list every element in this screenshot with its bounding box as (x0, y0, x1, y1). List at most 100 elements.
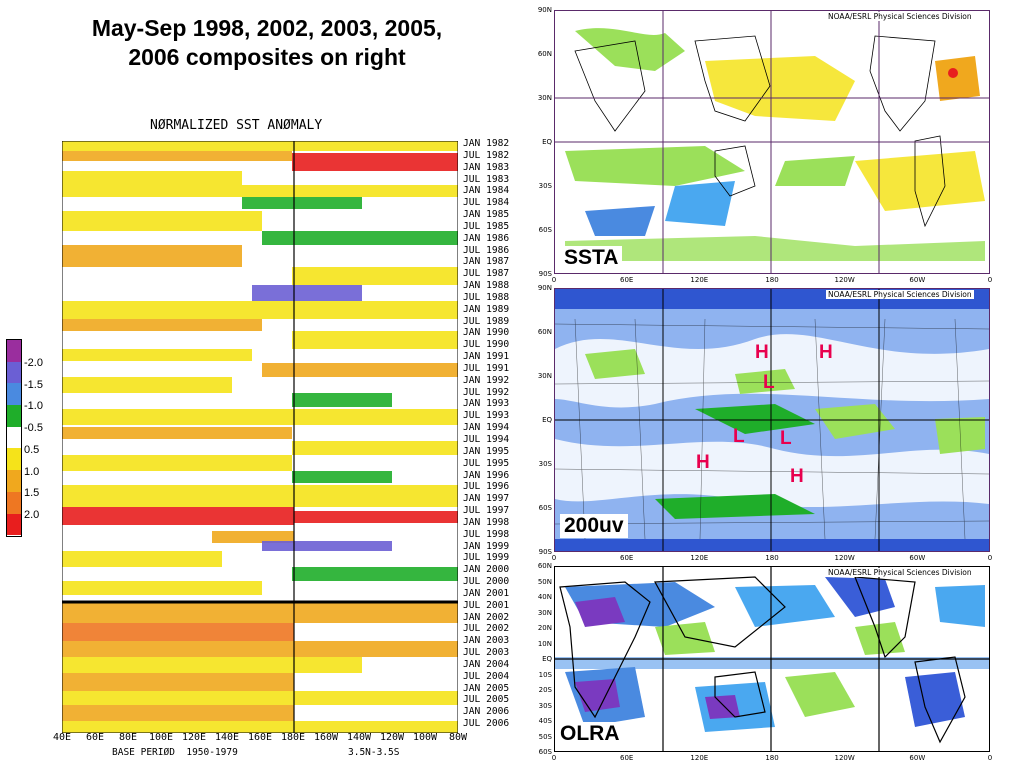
anomaly-band (62, 377, 232, 393)
colorbar-label: -1.0 (24, 400, 43, 413)
ssta-map (554, 10, 990, 274)
uv-map-credit: NOAA/ESRL Physical Sciences Division (826, 290, 974, 299)
time-label: JAN 1996 (463, 469, 510, 481)
latitude-label: EQ (542, 416, 552, 424)
hovmoller-base-period: BASE PERIØD 1950-1979 (112, 747, 238, 758)
colorbar-swatch (7, 448, 21, 471)
longitude-label: 120W (834, 754, 855, 762)
anomaly-band (62, 673, 294, 691)
longitude-label: 120W (834, 276, 855, 284)
time-label: JUL 1982 (463, 149, 510, 161)
uv-marker-low-3: L (780, 428, 792, 449)
time-label: JAN 1991 (463, 351, 510, 363)
longitude-label: 0 (987, 276, 993, 284)
longitude-label: 60E (619, 276, 634, 284)
time-label: JAN 2000 (463, 564, 510, 576)
colorbar-swatch (7, 491, 21, 514)
anomaly-band (62, 301, 458, 319)
colorbar-swatch (7, 383, 21, 406)
latitude-label: 60S (538, 226, 552, 234)
colorbar-swatch (7, 470, 21, 492)
latitude-label: 50N (537, 577, 552, 586)
anomaly-band (62, 623, 294, 641)
anomaly-band (262, 541, 392, 551)
uv-marker-low-1: L (763, 372, 775, 393)
time-label: JUL 1989 (463, 315, 510, 327)
anomaly-band (62, 603, 458, 623)
latitude-label: 40N (537, 593, 552, 601)
latitude-label: EQ (542, 138, 552, 146)
ssta-map-panel: NOAA/ESRL Physical Sciences Division SST… (530, 6, 992, 286)
time-label: JAN 1994 (463, 422, 510, 434)
anomaly-band (62, 151, 292, 161)
anomaly-band (62, 507, 294, 525)
hovmoller-title: NØRMALIZED SST ANØMALY (150, 118, 323, 133)
time-label: JAN 1997 (463, 493, 510, 505)
latitude-label: 90N (537, 6, 552, 14)
anomaly-band (292, 331, 458, 349)
time-label: JUL 1993 (463, 410, 510, 422)
time-label: JAN 1987 (463, 256, 510, 268)
longitude-label: 100E (148, 732, 174, 743)
anomaly-band (292, 267, 458, 285)
colorbar-label: -0.5 (24, 422, 43, 435)
olra-map-tag: OLRA (556, 722, 624, 746)
time-label: JAN 1989 (463, 303, 510, 315)
longitude-label: 40E (52, 732, 72, 743)
anomaly-band (62, 141, 458, 151)
anomaly-band (242, 197, 362, 209)
colorbar-label: 1.0 (24, 465, 40, 478)
anomaly-band (292, 153, 458, 171)
time-label: JUL 1986 (463, 244, 510, 256)
time-label: JAN 1983 (463, 161, 510, 173)
time-label: JUL 1995 (463, 457, 510, 469)
time-label: JAN 1999 (463, 540, 510, 552)
anomaly-band (62, 641, 458, 657)
anomaly-band (62, 245, 242, 267)
uv-marker-high-3: H (696, 452, 710, 473)
time-label: JUL 1999 (463, 552, 510, 564)
longitude-label: 60W (909, 754, 926, 762)
ssta-map-tag: SSTA (560, 246, 623, 270)
time-label: JAN 2001 (463, 587, 510, 599)
anomaly-band (62, 691, 458, 705)
anomaly-band (62, 185, 458, 197)
anomaly-band (62, 455, 292, 471)
longitude-label: 0 (551, 754, 557, 762)
longitude-label: 160E (247, 732, 273, 743)
longitude-label: 80E (118, 732, 138, 743)
longitude-label: 60E (619, 754, 634, 762)
time-label: JAN 2006 (463, 706, 510, 718)
time-label: JAN 1995 (463, 445, 510, 457)
time-label: JUL 2005 (463, 694, 510, 706)
time-label: JAN 1984 (463, 185, 510, 197)
time-label: JUL 1983 (463, 173, 510, 185)
time-label: JAN 2002 (463, 611, 510, 623)
olra-map (554, 566, 990, 752)
slide-title: May-Sep 1998, 2002, 2003, 2005, 2006 com… (22, 14, 512, 72)
colorbar-swatch (7, 405, 21, 427)
colorbar-label: -2.0 (24, 357, 43, 369)
latitude-label: 60N (537, 328, 552, 336)
latitude-label: 20N (537, 624, 552, 632)
time-label: JUL 1997 (463, 505, 510, 517)
ssta-map-credit: NOAA/ESRL Physical Sciences Division (826, 12, 974, 21)
longitude-label: 120E (181, 732, 207, 743)
colorbar-swatch (7, 340, 21, 362)
uv-map-panel: NOAA/ESRL Physical Sciences Division 200… (530, 284, 992, 562)
hovmoller-longitude-labels: 40E 60E 80E 100E 120E 140E 160E 180E 160W 140W 120… (52, 732, 472, 746)
colorbar-swatch (7, 513, 21, 536)
time-label: JAN 2005 (463, 682, 510, 694)
latitude-label: 60S (538, 504, 552, 512)
longitude-label: 0 (987, 754, 993, 762)
uv-marker-high-2: H (819, 342, 833, 363)
longitude-label: 140E (214, 732, 240, 743)
time-label: JUL 1996 (463, 481, 510, 493)
time-label: JAN 1988 (463, 280, 510, 292)
longitude-label: 80W (448, 732, 468, 743)
hovmoller-plot (62, 141, 458, 733)
colorbar (6, 339, 22, 537)
anomaly-band (62, 657, 362, 673)
uv-map (554, 288, 990, 552)
latitude-label: 50S (538, 732, 552, 741)
